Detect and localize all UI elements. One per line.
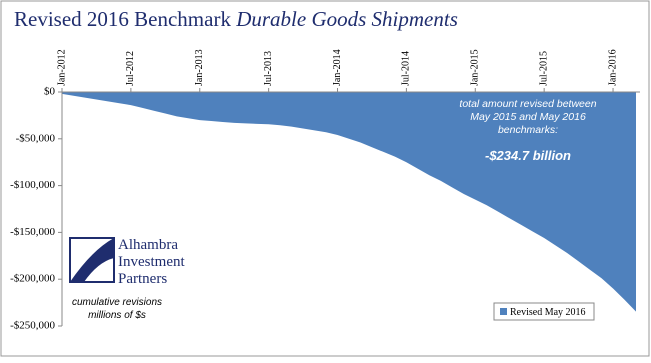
x-tick-label: Jul-2015 bbox=[538, 51, 549, 86]
title-main: Revised 2016 Benchmark bbox=[14, 7, 231, 31]
y-tick-label: -$50,000 bbox=[16, 132, 56, 144]
legend-box bbox=[493, 302, 595, 321]
annotation: May 2015 and May 2016 bbox=[470, 111, 586, 123]
note: millions of $s bbox=[88, 310, 146, 321]
logo: Alhambra Investment Partners bbox=[69, 237, 185, 287]
legend: Revised May 2016 bbox=[493, 302, 595, 321]
area bbox=[62, 92, 636, 312]
annotation: total amount revised between bbox=[459, 98, 596, 110]
x-tick-label: Jul-2014 bbox=[401, 51, 412, 86]
annotation-value: -$234.7 billion bbox=[485, 148, 571, 163]
note: cumulative revisions bbox=[72, 297, 162, 308]
logo-mark bbox=[70, 238, 114, 282]
y-tick-label: $0 bbox=[44, 86, 56, 98]
x-tick-label: Jul-2012 bbox=[125, 51, 136, 86]
title-italic: Durable Goods Shipments bbox=[235, 7, 458, 31]
legend-swatch bbox=[500, 308, 507, 315]
y-tick-label: -$200,000 bbox=[10, 273, 55, 285]
x-tick-label: Jan-2013 bbox=[194, 49, 205, 86]
y-tick-label: -$100,000 bbox=[10, 179, 55, 191]
y-tick-label: -$250,000 bbox=[10, 320, 55, 332]
x-tick-label: Jul-2013 bbox=[263, 51, 274, 86]
logo-text: Investment bbox=[118, 254, 185, 270]
legend-label: Revised May 2016 bbox=[510, 307, 586, 318]
logo-text: Alhambra bbox=[118, 237, 178, 253]
annotation: benchmarks: bbox=[498, 124, 558, 136]
logo-text: Partners bbox=[118, 271, 167, 287]
chart-title: Revised 2016 Benchmark Durable Goods Shi… bbox=[14, 7, 458, 31]
x-tick-label: Jan-2014 bbox=[332, 49, 343, 86]
y-tick-label: -$150,000 bbox=[10, 226, 55, 238]
x-tick-label: Jan-2015 bbox=[470, 49, 481, 86]
x-tick-label: Jan-2016 bbox=[607, 49, 618, 86]
x-tick-label: Jan-2012 bbox=[56, 49, 67, 86]
